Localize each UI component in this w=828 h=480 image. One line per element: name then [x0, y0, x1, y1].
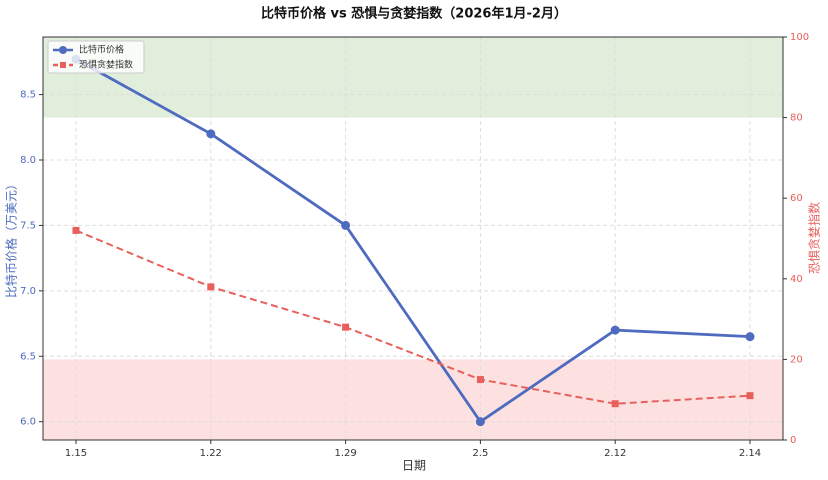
band	[43, 359, 783, 440]
point	[341, 220, 351, 230]
legend-marker	[60, 62, 66, 68]
y2-tick-label: 80	[790, 113, 803, 124]
point	[611, 400, 619, 408]
point	[745, 332, 755, 342]
chart-title: 比特币价格 vs 恐惧与贪婪指数（2026年1月-2月）	[261, 6, 567, 22]
x-tick-label: 1.22	[200, 448, 222, 459]
y-tick-label: 6.5	[20, 351, 36, 362]
line	[75, 58, 751, 424]
y2-axis-label: 恐惧贪婪指数	[807, 202, 822, 274]
point	[206, 129, 216, 139]
line	[75, 229, 751, 405]
point	[342, 323, 350, 331]
plot-frame	[42, 36, 784, 441]
y2-tick-label: 20	[790, 354, 803, 365]
y2-tick-label: 60	[790, 193, 803, 204]
y-tick-label: 6.0	[20, 417, 36, 428]
point	[476, 376, 484, 384]
y-tick-label: 8.5	[20, 90, 36, 101]
point	[475, 417, 485, 427]
y-axis-label: 比特币价格（万美元）	[4, 178, 19, 298]
legend-marker	[59, 46, 67, 54]
y-tick-label: 7.5	[20, 220, 36, 231]
x-tick-label: 2.14	[739, 448, 761, 459]
x-tick-label: 1.29	[334, 448, 356, 459]
x-tick-label: 2.12	[604, 448, 626, 459]
y2-tick-label: 100	[790, 32, 809, 43]
legend-label: 比特币价格	[79, 44, 124, 56]
point	[610, 325, 620, 335]
x-tick-label: 2.5	[472, 448, 488, 459]
legend-label: 恐惧贪婪指数	[79, 59, 133, 71]
point	[72, 226, 80, 234]
point	[207, 283, 215, 291]
x-axis-label: 日期	[402, 459, 426, 473]
point	[746, 392, 754, 400]
band	[43, 37, 783, 118]
y-tick-label: 8.0	[20, 155, 36, 166]
x-tick-label: 1.15	[65, 448, 87, 459]
y2-tick-label: 0	[790, 435, 796, 446]
y2-tick-label: 40	[790, 274, 803, 285]
y-tick-label: 7.0	[20, 286, 36, 297]
